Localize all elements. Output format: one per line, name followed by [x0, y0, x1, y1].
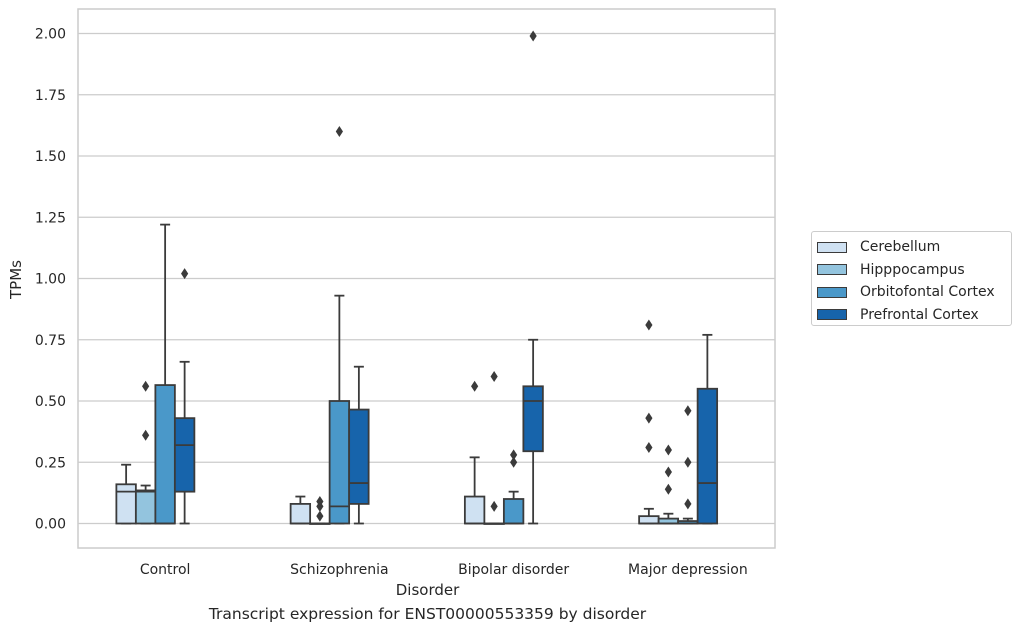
legend-item-hippocampus: Hipppocampus	[812, 259, 1011, 282]
outlier-marker	[490, 371, 498, 382]
legend-label: Hipppocampus	[860, 261, 965, 278]
outlier-marker	[664, 483, 672, 495]
outlier-marker	[645, 412, 653, 424]
legend: Cerebellum Hipppocampus Orbitofontal Cor…	[811, 231, 1012, 326]
y-axis-title: TPMs	[7, 260, 25, 300]
outlier-marker	[181, 268, 189, 280]
y-tick-label: 1.25	[35, 210, 66, 226]
y-tick-label: 1.75	[35, 88, 66, 104]
box	[522, 385, 544, 453]
outlier-marker	[142, 429, 150, 441]
figure-caption: Transcript expression for ENST0000055335…	[208, 605, 647, 623]
y-tick-label: 0.50	[35, 394, 66, 410]
outlier-marker	[490, 500, 498, 512]
y-tick-label: 2.00	[35, 27, 66, 43]
legend-swatch-orbitofontal-cortex	[817, 286, 847, 298]
outlier-marker	[316, 510, 324, 522]
box	[348, 408, 370, 505]
legend-item-prefrontal-cortex: Prefrontal Cortex	[812, 304, 1011, 327]
legend-label: Cerebellum	[860, 239, 941, 256]
outlier-marker	[684, 456, 692, 468]
legend-swatch-cerebellum	[817, 241, 847, 253]
outlier-marker	[529, 30, 537, 42]
box	[289, 502, 312, 525]
outlier-marker	[664, 466, 672, 478]
x-tick-label: Control	[140, 562, 191, 578]
outlier-marker	[645, 319, 653, 331]
legend-label: Prefrontal Cortex	[860, 306, 979, 323]
outlier-marker	[664, 444, 672, 456]
x-axis-title: Disorder	[396, 581, 460, 599]
outlier-marker	[510, 456, 518, 468]
x-tick-label: Major depression	[628, 562, 748, 578]
outlier-marker	[335, 126, 343, 137]
legend-label: Orbitofontal Cortex	[860, 284, 995, 301]
legend-swatch-prefrontal-cortex	[817, 309, 847, 321]
outlier-marker	[684, 405, 692, 417]
legend-item-cerebellum: Cerebellum	[812, 236, 1011, 259]
box	[134, 489, 157, 525]
outlier-marker	[142, 380, 150, 392]
y-tick-label: 1.00	[35, 272, 66, 288]
outlier-marker	[645, 442, 653, 454]
plot-frame	[77, 8, 776, 549]
box	[173, 417, 196, 493]
box	[502, 498, 525, 525]
box	[328, 400, 351, 525]
x-tick-label: Bipolar disorder	[458, 562, 569, 578]
y-tick-label: 1.50	[35, 149, 66, 165]
box	[115, 483, 137, 525]
outlier-marker	[316, 495, 324, 507]
box	[638, 515, 660, 525]
y-tick-label: 0.00	[35, 517, 66, 533]
legend-item-orbitofontal-cortex: Orbitofontal Cortex	[812, 281, 1011, 304]
outlier-marker	[471, 380, 479, 392]
outlier-marker	[510, 449, 518, 461]
box	[154, 384, 176, 525]
x-tick-label: Schizophrenia	[290, 562, 388, 578]
y-tick-label: 0.75	[35, 333, 66, 349]
box	[463, 495, 486, 525]
legend-swatch-hippocampus	[817, 264, 847, 276]
y-tick-label: 0.25	[35, 455, 66, 471]
box	[696, 387, 719, 525]
outlier-marker	[684, 498, 692, 510]
